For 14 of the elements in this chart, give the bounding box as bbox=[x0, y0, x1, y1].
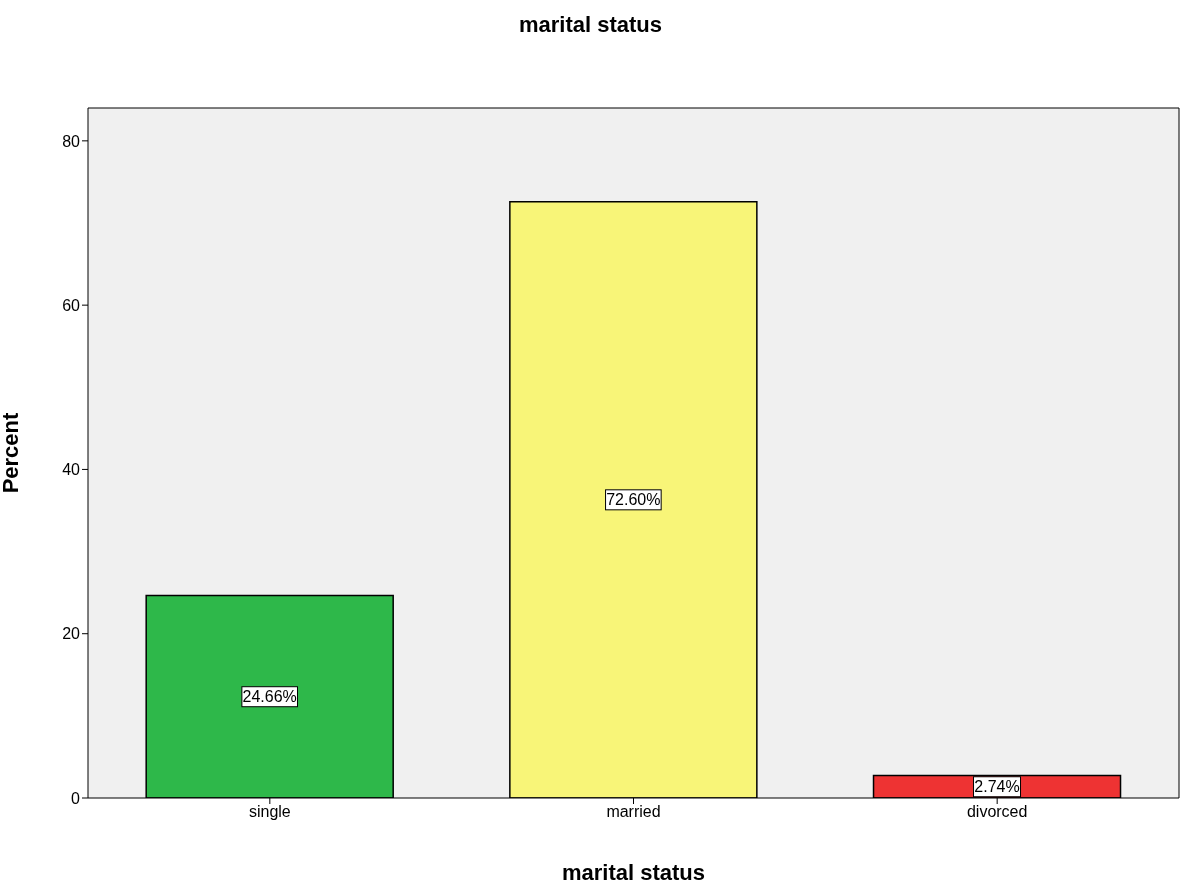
data-label: 2.74% bbox=[974, 778, 1020, 796]
chart-title: marital status bbox=[517, 12, 664, 38]
x-tick-label: single bbox=[248, 803, 291, 821]
y-tick-label: 20 bbox=[62, 625, 81, 643]
x-tick-label: married bbox=[606, 803, 661, 821]
data-label: 72.60% bbox=[606, 491, 661, 509]
data-label: 24.66% bbox=[242, 688, 297, 706]
x-tick-label: divorced bbox=[966, 803, 1028, 821]
y-axis-title: Percent bbox=[0, 411, 23, 494]
y-tick-label: 60 bbox=[62, 296, 81, 314]
y-tick-label: 0 bbox=[71, 789, 81, 807]
x-axis-title: marital status bbox=[561, 860, 706, 884]
y-tick-label: 40 bbox=[62, 461, 81, 479]
y-tick-label: 80 bbox=[62, 132, 81, 150]
